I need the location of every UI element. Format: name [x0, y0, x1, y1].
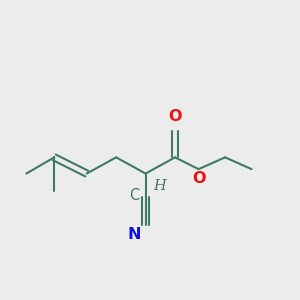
Text: H: H [153, 179, 166, 193]
Text: O: O [192, 171, 205, 186]
Text: N: N [128, 226, 141, 242]
Text: O: O [168, 110, 182, 124]
Text: C: C [129, 188, 140, 203]
